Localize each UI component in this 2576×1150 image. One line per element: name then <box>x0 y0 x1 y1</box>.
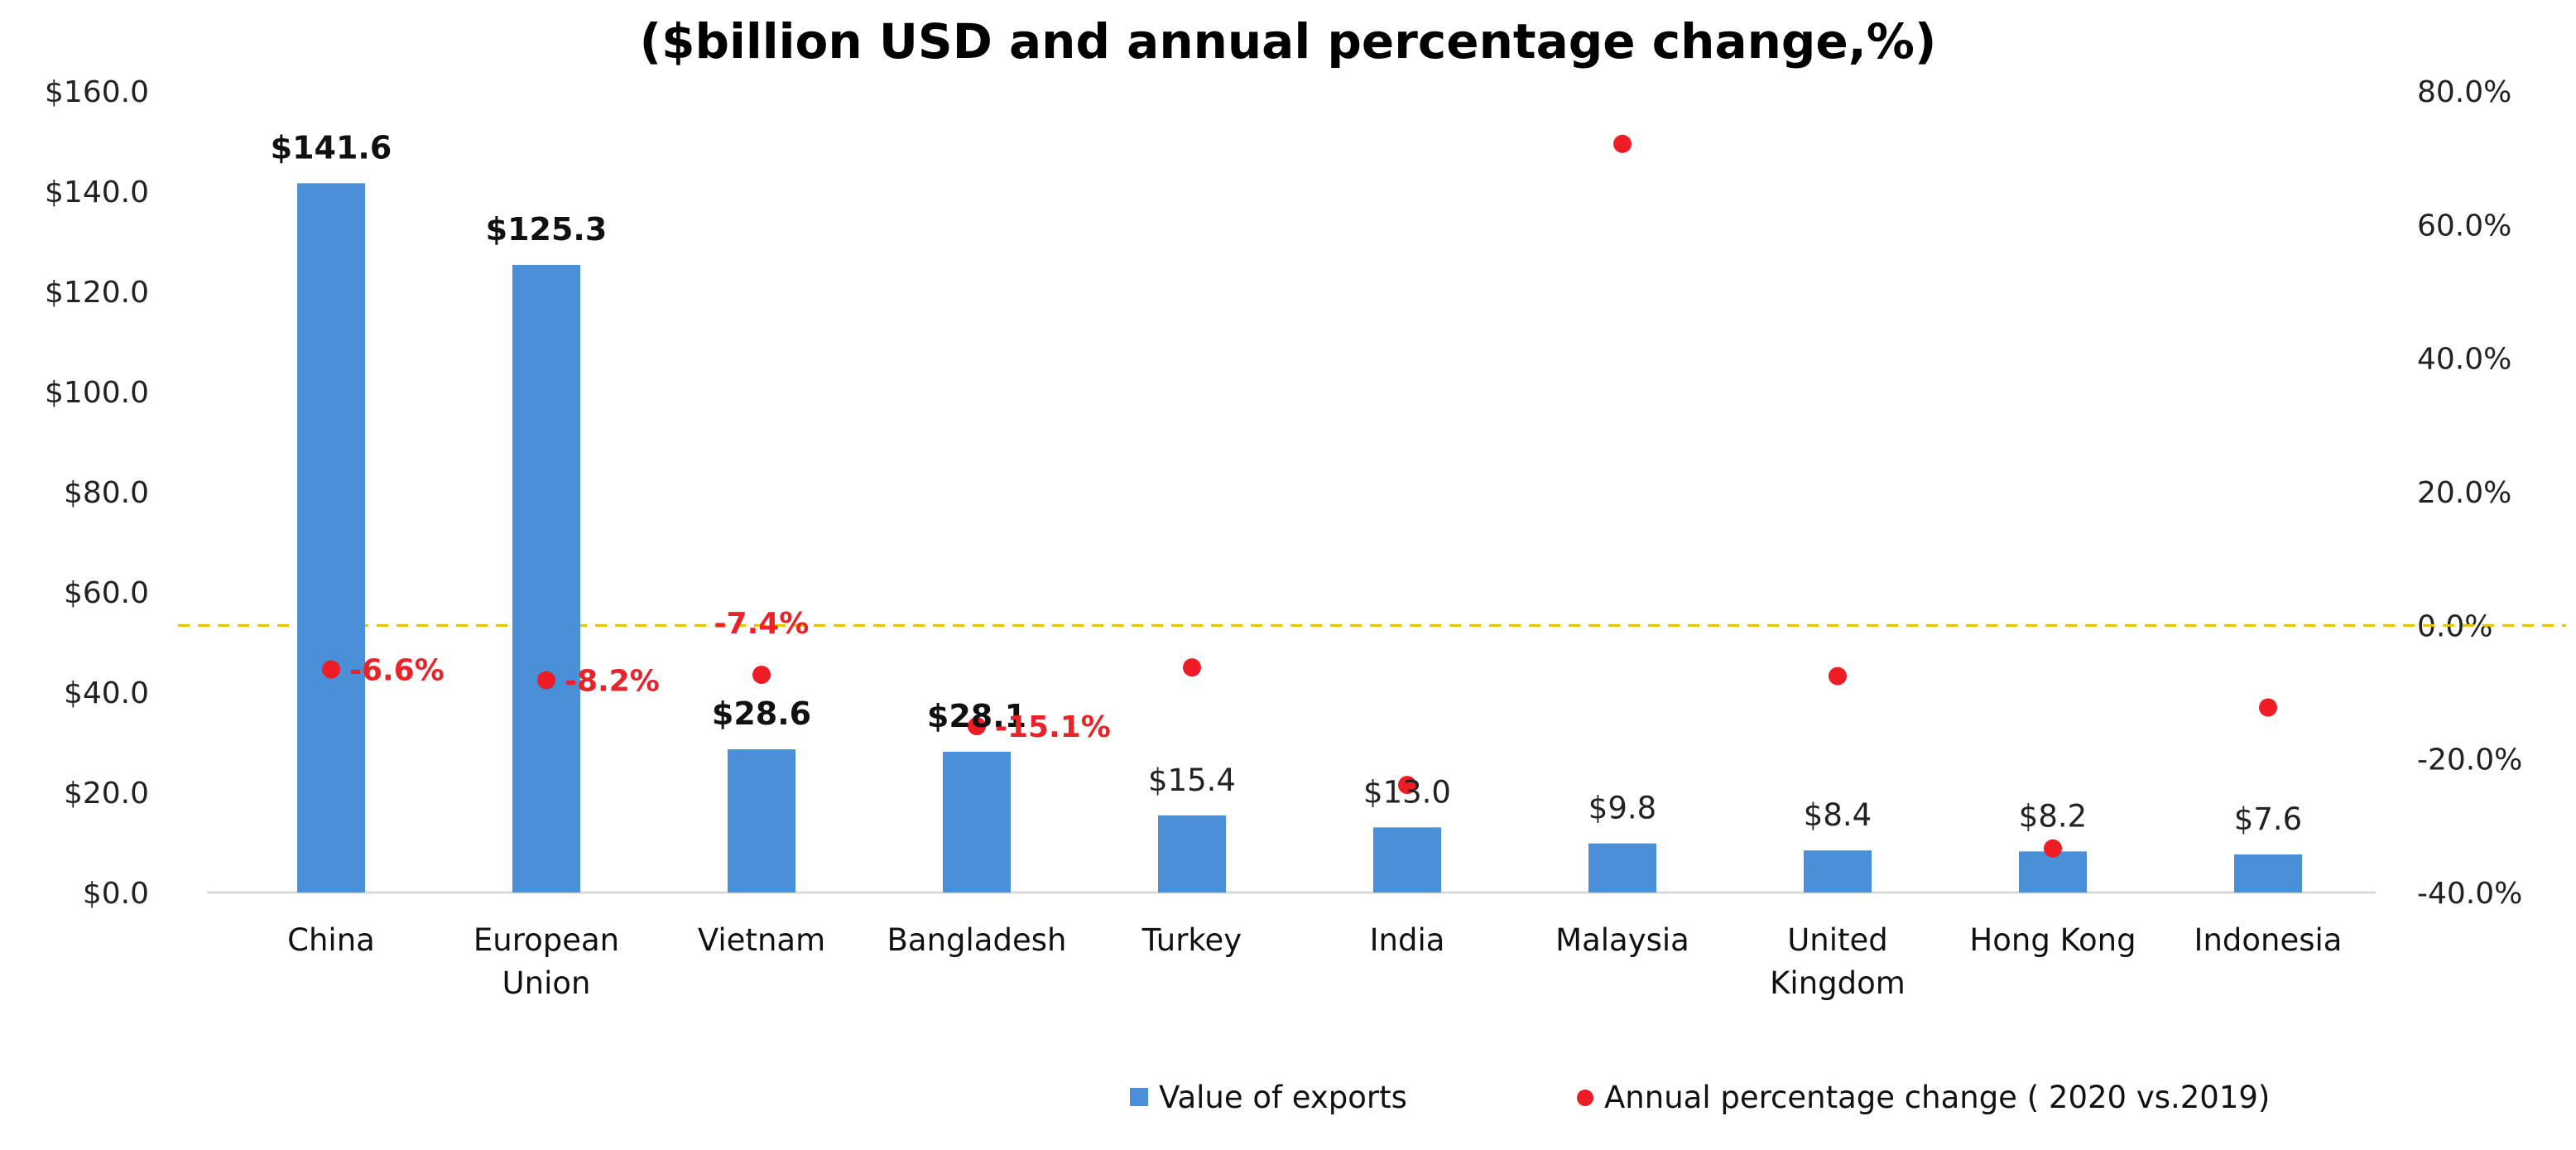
bar-data-labels: $141.6 $125.3 $28.6 $28.1 $15.4 $13.0 $9.8 $8.4… <box>271 129 2303 837</box>
left-tick-label: $140.0 <box>45 176 149 209</box>
legend-label-change: Annual percentage change ( 2020 vs.2019) <box>1604 1080 2270 1115</box>
bar-data-label: $7.6 <box>2234 801 2302 837</box>
percent-change-series <box>322 134 2277 858</box>
left-tick-label: $60.0 <box>64 576 149 610</box>
bar <box>728 748 795 893</box>
left-tick-label: $100.0 <box>45 376 149 410</box>
bar-data-label: $28.6 <box>712 695 811 732</box>
percent-dot <box>1398 776 1416 795</box>
left-tick-label: $20.0 <box>64 777 149 811</box>
bar <box>1373 827 1441 893</box>
right-tick-label: 60.0% <box>2417 209 2511 243</box>
category-label: Hong Kong <box>1969 922 2136 958</box>
right-tick-label: 40.0% <box>2417 343 2511 377</box>
bar-data-label: $28.1 <box>927 698 1026 734</box>
legend: Value of exports Annual percentage chang… <box>1130 1080 2270 1115</box>
category-label: Malaysia <box>1555 922 1689 958</box>
percent-data-label: -15.1% <box>995 710 1111 744</box>
left-tick-label: $120.0 <box>45 276 149 310</box>
bar <box>512 264 580 893</box>
category-label: European <box>473 922 619 958</box>
right-tick-label: 20.0% <box>2417 476 2511 510</box>
bar <box>1804 850 1872 893</box>
bars-series <box>297 183 2302 893</box>
left-tick-label: $40.0 <box>64 676 149 710</box>
right-tick-label: -20.0% <box>2417 743 2522 777</box>
category-label: Turkey <box>1141 922 1242 958</box>
percent-dot <box>752 666 771 685</box>
bar-data-label: $13.0 <box>1363 774 1451 810</box>
left-y-axis: $0.0 $20.0 $40.0 $60.0 $80.0 $100.0 $120.0 $140… <box>45 75 149 911</box>
percent-data-labels: -6.6% -8.2% -7.4% -15.1% <box>349 607 1111 744</box>
bar <box>2234 854 2302 893</box>
percent-dot <box>2259 698 2277 717</box>
percent-dot <box>968 717 986 736</box>
bar <box>2019 851 2087 893</box>
bar <box>943 751 1011 893</box>
right-tick-label: 80.0% <box>2417 75 2511 109</box>
bar-data-label: $125.3 <box>486 211 608 248</box>
bar-data-label: $9.8 <box>1588 791 1656 826</box>
category-labels: China European Union Vietnam Bangladesh Turke… <box>287 922 2342 1001</box>
percent-dot <box>1613 134 1632 153</box>
left-tick-label: $80.0 <box>64 476 149 510</box>
bar-data-label: $141.6 <box>271 129 392 166</box>
percent-dot <box>1829 666 1847 686</box>
legend-label-exports: Value of exports <box>1159 1080 1407 1115</box>
bar-data-label: $8.4 <box>1804 797 1872 833</box>
percent-dot <box>537 671 555 690</box>
chart-title: ($billion USD and annual percentage chan… <box>640 13 1937 70</box>
category-label: Bangladesh <box>887 922 1067 958</box>
bar <box>1158 815 1226 893</box>
bar-data-label: $8.2 <box>2019 798 2087 834</box>
legend-swatch-exports <box>1130 1088 1148 1106</box>
bar-data-label: $15.4 <box>1148 763 1236 798</box>
left-tick-label: $0.0 <box>83 877 149 911</box>
category-label: Indonesia <box>2194 922 2343 958</box>
right-y-axis: -40.0%-20.0%0.0%20.0%40.0%60.0%80.0% <box>2417 75 2522 911</box>
percent-dot <box>322 660 340 679</box>
percent-data-label: -7.4% <box>714 607 810 641</box>
category-label: India <box>1370 922 1445 958</box>
left-tick-label: $160.0 <box>45 75 149 109</box>
category-label: Vietnam <box>698 922 825 958</box>
bar <box>297 183 365 893</box>
percent-data-label: -6.6% <box>349 654 445 688</box>
percent-dot <box>1183 658 1201 677</box>
category-label: China <box>287 922 375 958</box>
category-label: United <box>1787 922 1888 958</box>
category-label: Union <box>502 965 591 1001</box>
bar <box>1588 843 1656 893</box>
legend-swatch-change <box>1577 1090 1593 1106</box>
percent-data-label: -8.2% <box>565 664 660 698</box>
category-label: Kingdom <box>1770 965 1906 1001</box>
percent-dot <box>2044 839 2062 858</box>
right-tick-label: -40.0% <box>2417 877 2522 911</box>
